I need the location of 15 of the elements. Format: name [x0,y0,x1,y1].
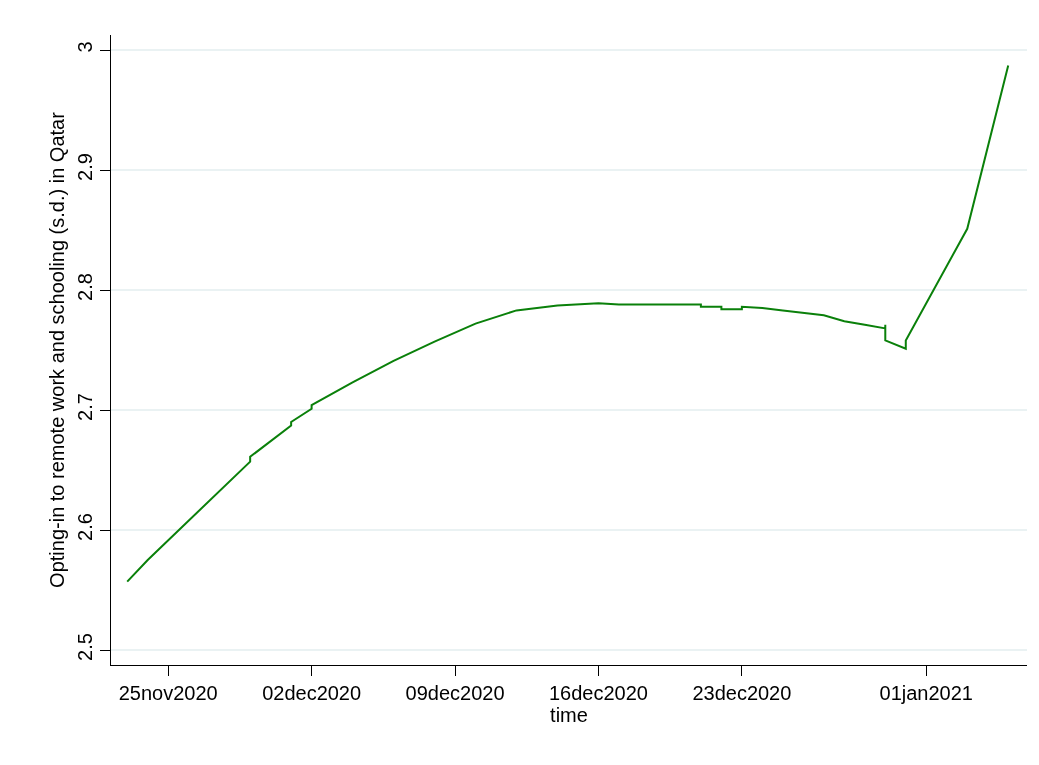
y-axis-title: Opting-in to remote work and schooling (s.d.) in Qatar [45,111,68,588]
x-axis-title: time [550,704,588,726]
y-tick-label: 2.9 [74,153,96,181]
x-tick-label: 02dec2020 [262,682,362,704]
x-tick-label: 09dec2020 [405,682,505,704]
y-tick-label: 2.5 [74,633,96,661]
x-tick-label: 01jan2021 [879,682,973,704]
y-tick-label: 2.8 [74,273,96,301]
y-tick-label: 2.7 [74,393,96,421]
x-tick-label: 23dec2020 [692,682,792,704]
y-tick-label: 2.6 [74,513,96,541]
x-tick-label: 16dec2020 [548,682,648,704]
x-tick-label: 25nov2020 [118,682,218,704]
line-series [126,64,1010,583]
y-tick-label: 3 [74,41,96,53]
